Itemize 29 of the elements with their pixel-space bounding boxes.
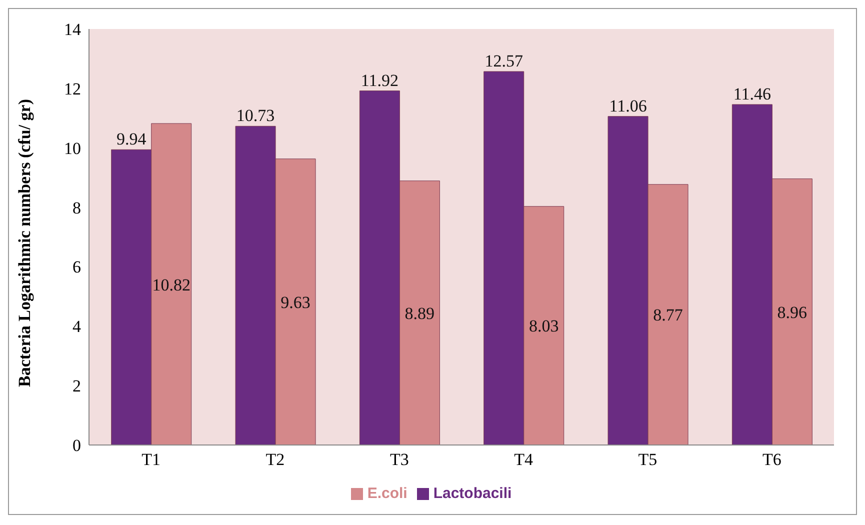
x-tick-label: T3	[390, 450, 409, 470]
y-tick-label: 10	[64, 138, 81, 158]
y-tick-label: 6	[72, 258, 81, 277]
data-label: 8.03	[528, 316, 559, 336]
data-label: 8.96	[777, 302, 808, 322]
x-tick-label: T2	[266, 450, 285, 470]
data-label: 9.63	[280, 292, 310, 312]
y-axis-title: Bacteria Logarithmic numbers (cfu/ gr)	[15, 99, 34, 387]
y-tick-label: 8	[72, 198, 81, 218]
data-label: 8.89	[404, 304, 435, 323]
x-tick-label: T5	[638, 450, 658, 470]
y-tick-label: 4	[72, 317, 82, 336]
y-tick-label: 14	[64, 20, 82, 40]
data-label: 10.73	[236, 106, 275, 126]
y-tick-label: 2	[72, 376, 81, 396]
x-tick-label: T6	[762, 450, 782, 470]
data-label: 11.46	[733, 84, 771, 104]
data-label: 10.82	[152, 275, 190, 294]
y-tick-label: 12	[64, 79, 81, 98]
data-label: 9.94	[116, 130, 147, 149]
data-label: 12.57	[484, 51, 524, 70]
x-tick-label: T1	[142, 450, 161, 470]
legend-label: E.coli	[367, 485, 408, 502]
x-tick-label: T4	[514, 450, 534, 470]
data-label: 8.77	[653, 306, 684, 325]
data-label: 11.06	[609, 96, 647, 116]
data-label: 11.92	[360, 70, 398, 90]
legend-label: Lactobacili	[433, 485, 512, 502]
y-tick-label: 0	[72, 436, 81, 456]
